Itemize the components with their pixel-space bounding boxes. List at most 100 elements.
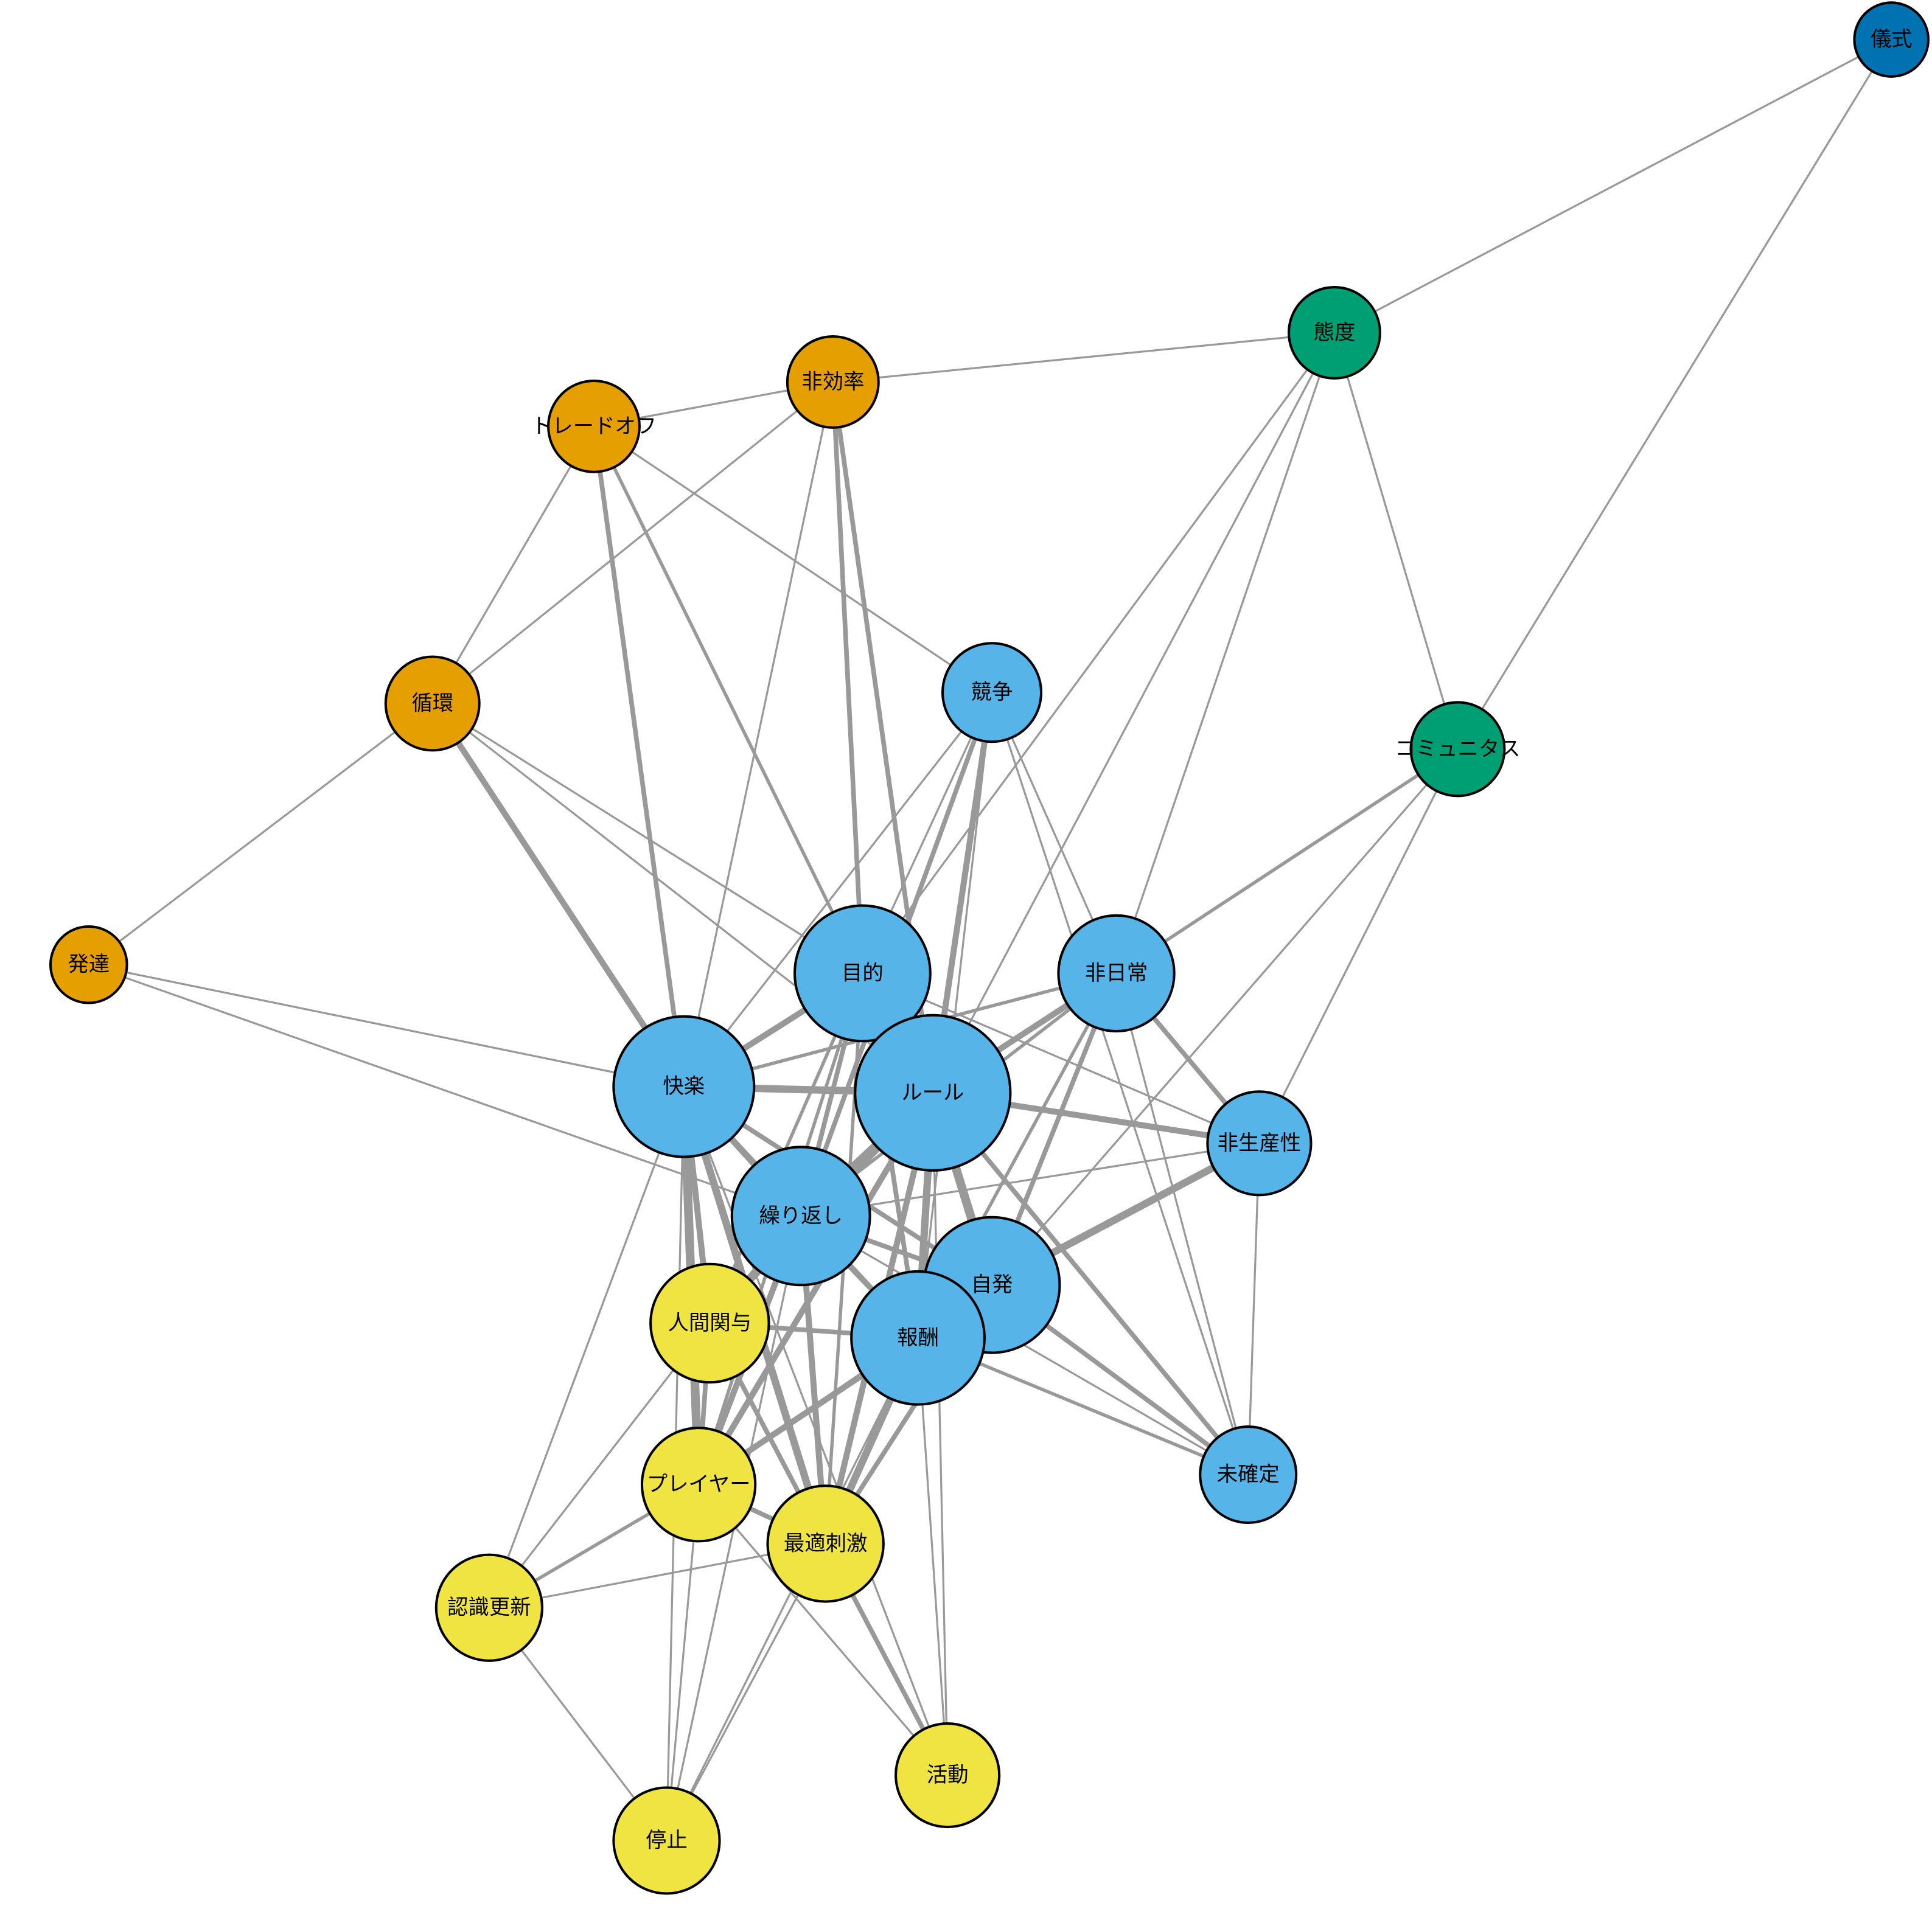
node: 報酬 [850, 1270, 986, 1406]
edge [1115, 332, 1336, 974]
node: 非生産性 [1206, 1090, 1313, 1197]
edge [916, 1338, 949, 1776]
node: 発達 [49, 925, 128, 1004]
node-circle [730, 1146, 871, 1287]
node: 目的 [793, 904, 932, 1043]
node: 非日常 [1057, 914, 1176, 1033]
node-circle [434, 1553, 543, 1662]
edge [683, 692, 993, 1088]
edge [1457, 39, 1892, 750]
node-label: 停止 [646, 1828, 688, 1852]
edge [1115, 748, 1459, 975]
edge [665, 1484, 700, 1841]
node-circle [1409, 701, 1506, 798]
node-label: コミュニタス [1395, 737, 1520, 761]
edge [683, 381, 834, 1087]
edge [1258, 748, 1459, 1144]
node-label: 最適刺激 [784, 1531, 868, 1556]
node-circle [1057, 914, 1176, 1033]
node: 競争 [941, 642, 1043, 743]
node-circle [640, 1427, 757, 1543]
node-circle [612, 1015, 756, 1158]
edge [1333, 332, 1459, 750]
node-circle [854, 1014, 1012, 1172]
node: 非効率 [786, 335, 880, 429]
node-label: 快楽 [663, 1074, 705, 1099]
node: トレードオフ [531, 379, 657, 473]
edge [431, 703, 863, 975]
edge [593, 425, 992, 694]
node: ルール [854, 1014, 1012, 1172]
edge [488, 1086, 685, 1609]
edge [431, 381, 834, 704]
edge [932, 332, 1336, 1094]
node-label: 態度 [1314, 321, 1356, 345]
node: 活動 [895, 1722, 1001, 1829]
edge [930, 1091, 1250, 1476]
node-circle [1853, 1, 1930, 78]
node: プレイヤー [640, 1427, 757, 1543]
node: 最適刺激 [766, 1484, 885, 1603]
node-label: 繰り返し [759, 1204, 843, 1228]
node-label: 循環 [411, 691, 453, 715]
node-label: 非効率 [801, 370, 864, 394]
edge [430, 701, 686, 1088]
node: コミュニタス [1395, 701, 1521, 798]
edge [1247, 1143, 1261, 1475]
node: 快楽 [612, 1015, 756, 1158]
edge [1115, 973, 1249, 1475]
edge [862, 972, 1260, 1144]
node-label: 未確定 [1217, 1463, 1280, 1487]
node: 未確定 [1199, 1425, 1298, 1525]
node-label: 競争 [971, 680, 1013, 704]
edges-layer [88, 38, 1892, 1842]
edge [862, 332, 1336, 974]
node-label: 自発 [971, 1273, 1013, 1297]
node: 停止 [612, 1786, 721, 1895]
node-circle [547, 379, 641, 473]
node-label: 認識更新 [447, 1596, 531, 1620]
node-label: 人間関与 [668, 1311, 752, 1335]
edge [431, 426, 595, 704]
node: 認識更新 [434, 1553, 543, 1662]
edge [88, 703, 433, 966]
node-circle [786, 335, 880, 429]
node-circle [793, 904, 932, 1043]
node-label: 非日常 [1085, 961, 1148, 986]
node: 態度 [1287, 286, 1381, 380]
edge [800, 1142, 1260, 1217]
node-label: トレードオフ [531, 414, 657, 439]
node-circle [649, 1262, 770, 1384]
node-circle [612, 1786, 721, 1895]
node: 人間関与 [649, 1262, 770, 1384]
node-circle [766, 1484, 885, 1603]
edge [88, 964, 685, 1088]
node-circle [850, 1270, 986, 1406]
node: 循環 [384, 655, 481, 752]
node-circle [1199, 1425, 1298, 1525]
node-circle [1287, 286, 1381, 380]
edge [591, 426, 686, 1087]
edge [830, 381, 865, 974]
edge [991, 748, 1459, 1286]
edge [1334, 38, 1892, 334]
edge [592, 425, 864, 975]
edge [932, 1093, 949, 1776]
edge [832, 332, 1335, 383]
node-label: 発達 [68, 953, 110, 977]
node-label: 非生産性 [1218, 1131, 1302, 1155]
node-circle [895, 1722, 1001, 1829]
node-label: 報酬 [897, 1326, 939, 1350]
node-circle [49, 925, 128, 1004]
node-circle [384, 655, 481, 752]
node-circle [1206, 1090, 1313, 1197]
node-circle [941, 642, 1043, 743]
node-label: 活動 [927, 1763, 969, 1787]
node-label: 目的 [842, 961, 884, 986]
edge [697, 1484, 949, 1776]
node-label: プレイヤー [647, 1472, 751, 1497]
node-label: ルール [901, 1080, 964, 1105]
node: 繰り返し [730, 1146, 871, 1287]
